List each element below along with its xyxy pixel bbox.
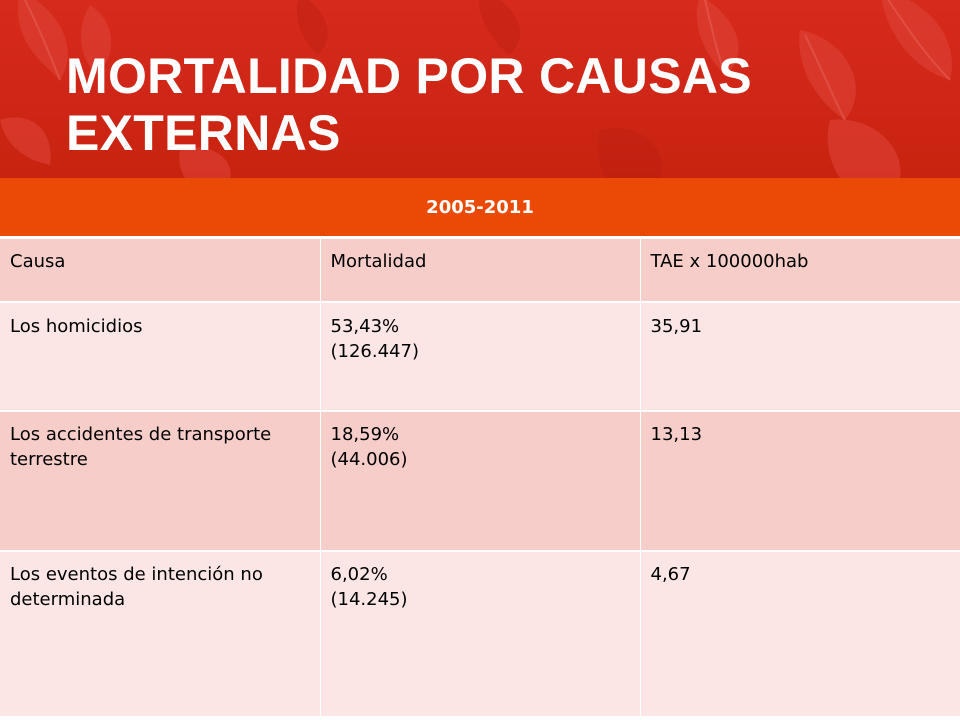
table-header-row: Causa Mortalidad TAE x 100000hab [0,237,960,303]
cell-causa: Los eventos de intención no determinada [0,551,321,718]
mortalidad-count: (14.245) [330,589,408,610]
cell-tae: 4,67 [640,551,960,718]
period-cell: 2005-2011 [0,178,960,239]
cell-mortalidad: 18,59% (44.006) [320,411,641,552]
header-causa: Causa [0,237,321,303]
cell-tae: 35,91 [640,302,960,412]
autumn-leaves-decoration [0,0,952,178]
table-row: Los accidentes de transporte terrestre 1… [0,411,960,552]
mortalidad-count: (44.006) [330,449,408,470]
mortalidad-percent: 18,59% [330,424,400,445]
mortalidad-percent: 53,43% [330,316,400,337]
cell-tae: 13,13 [640,411,960,552]
page-title: MORTALIDAD POR CAUSAS EXTERNAS [66,48,752,161]
cell-mortalidad: 53,43% (126.447) [320,302,641,412]
cell-causa: Los accidentes de transporte terrestre [0,411,321,552]
mortality-table: 2005-2011 Causa Mortalidad TAE x 100000h… [0,178,960,718]
period-row: 2005-2011 [0,178,960,239]
table-row: Los eventos de intención no determinada … [0,551,960,718]
table-row: Los homicidios 53,43% (126.447) 35,91 [0,302,960,412]
header-mortalidad: Mortalidad [320,237,641,303]
header-tae: TAE x 100000hab [640,237,960,303]
mortalidad-count: (126.447) [330,341,419,362]
mortalidad-percent: 6,02% [330,564,388,585]
cell-causa: Los homicidios [0,302,321,412]
title-banner: MORTALIDAD POR CAUSAS EXTERNAS [0,0,960,178]
cell-mortalidad: 6,02% (14.245) [320,551,641,718]
